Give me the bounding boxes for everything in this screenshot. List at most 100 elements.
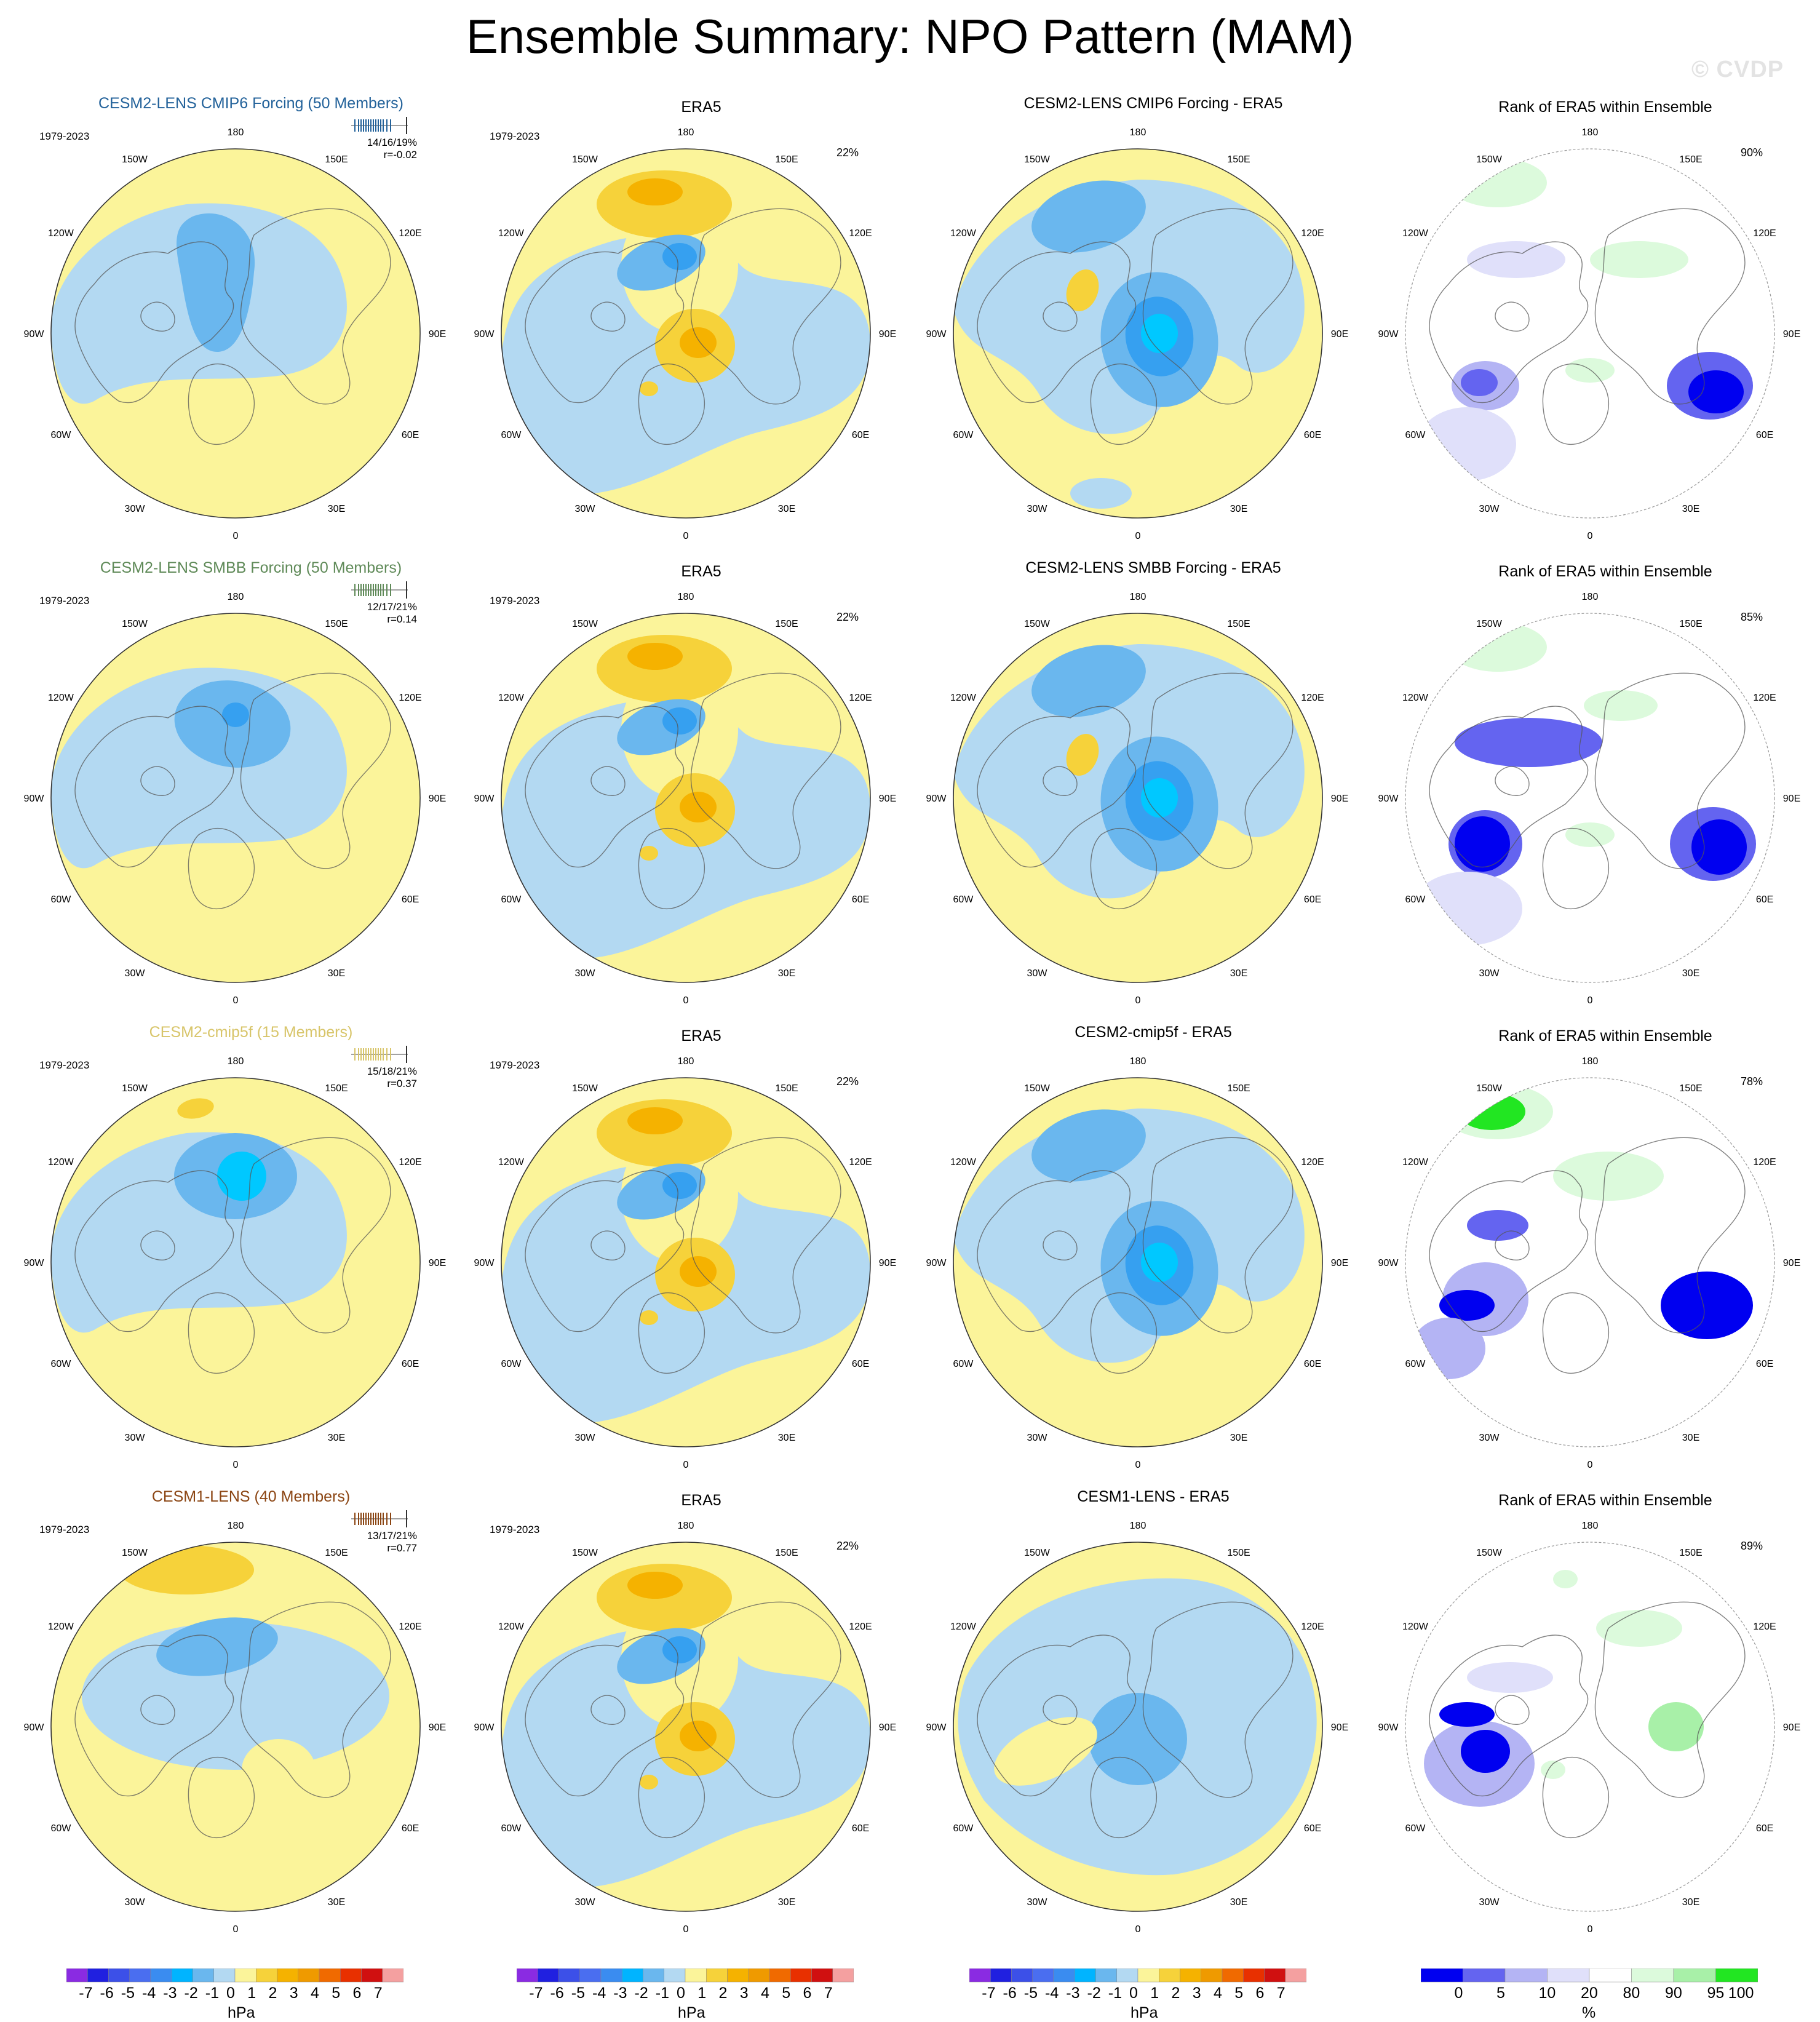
- coastline: [188, 363, 255, 445]
- colorbar-tick-label: 95: [1707, 1984, 1725, 2002]
- panel-model-row3: CESM2-cmip5f (15 Members) 180 150E 120E 90E 6…: [23, 1021, 479, 1486]
- colorbar-tick-label: -2: [1087, 1984, 1101, 2002]
- colorbar-swatch: [990, 1968, 1012, 1983]
- coastline: [1043, 301, 1078, 332]
- longitude-label: 60W: [501, 894, 522, 905]
- colorbar-hpa-3: -7 -6 -5 -4 -3 -2 -1 0 1 2 3 4 5 6 7 hPa: [969, 1968, 1306, 2021]
- colorbar-tick-label: 2: [1171, 1984, 1180, 2002]
- colorbar-swatch: [108, 1968, 130, 1983]
- rank-region: [1439, 1702, 1495, 1727]
- panel-rank-row3: Rank of ERA5 within Ensemble 180 150E 120E 9…: [1378, 1021, 1820, 1486]
- colorbar-unit: hPa: [678, 2004, 705, 2021]
- longitude-label: 180: [1582, 1056, 1599, 1067]
- high-pressure-center: [627, 1107, 683, 1134]
- coastline: [638, 827, 705, 909]
- coastline: [1495, 766, 1530, 796]
- colorbar-swatch: [969, 1968, 991, 1983]
- rank-panel-title: Rank of ERA5 within Ensemble: [1498, 98, 1712, 116]
- low-pressure-core: [1031, 180, 1146, 253]
- colorbar-tick-label: -3: [163, 1984, 177, 2002]
- colorbar-tick-label: 0: [226, 1984, 235, 2002]
- longitude-label: 120E: [399, 1622, 421, 1632]
- longitude-label: 60W: [50, 430, 71, 440]
- low-pressure-core: [177, 213, 255, 352]
- stats-percentiles: 12/17/21%: [367, 601, 417, 613]
- longitude-label: 30E: [1682, 504, 1699, 514]
- model-panel-title: CESM2-cmip5f (15 Members): [149, 1024, 353, 1041]
- high-pressure-center: [627, 643, 683, 670]
- longitude-label: 150W: [1476, 619, 1503, 629]
- longitude-label: 180: [1130, 127, 1146, 138]
- coastline: [690, 1137, 841, 1334]
- obs-panel-title: ERA5: [681, 1027, 721, 1045]
- rank-region: [1565, 822, 1615, 847]
- longitude-label: 150W: [1024, 1083, 1051, 1094]
- longitude-label: 120E: [849, 693, 872, 703]
- polar-map: 180 150E 120E 90E 60E 30E 0 30W 60W 90W 120W 150W: [24, 1056, 447, 1470]
- panel-diff-row3: CESM2-cmip5f - ERA5 180 150E 120E 90E 60E 30E 0…: [926, 1021, 1381, 1486]
- longitude-label: 0: [1135, 531, 1141, 541]
- polar-map: 180 150E 120E 90E 60E 30E 0 30W 60W 90W 120W 150W: [24, 127, 447, 541]
- longitude-label: 0: [1588, 995, 1593, 1006]
- colorbar-swatch: [66, 1968, 88, 1983]
- period-label: 1979-2023: [39, 1524, 90, 1535]
- polar-map: 180 150E 120E 90E 60E 30E 0 30W 60W 90W 120W 150W: [1378, 592, 1801, 1006]
- high-pressure-spot: [640, 1310, 658, 1325]
- rank-region: [1688, 370, 1744, 413]
- ensemble-spread-icon: [351, 1510, 408, 1527]
- longitude-label: 60W: [50, 894, 71, 905]
- colorbar-swatch: [1589, 1968, 1632, 1983]
- rank-region: [1596, 1610, 1682, 1647]
- longitude-label: 60W: [953, 430, 974, 440]
- colorbar-swatch: [538, 1968, 559, 1983]
- longitude-label: 180: [678, 592, 694, 602]
- coastline: [525, 241, 685, 404]
- rank-region: [1553, 1152, 1664, 1201]
- stats-percentiles: 14/16/19%: [367, 137, 417, 148]
- variance-percent: 22%: [836, 146, 859, 159]
- panel-obs-row2: ERA5 180 150E 120E 90E 60E 30E 0 30W 60W 90W 120W 15…: [474, 557, 929, 1021]
- panel-diff-row2: CESM2-LENS SMBB Forcing - ERA5 180 150E 120…: [926, 557, 1381, 1021]
- longitude-label: 30E: [1682, 968, 1699, 979]
- colorbar-swatch: [1631, 1968, 1674, 1983]
- panel-rank-row4: Rank of ERA5 within Ensemble 180 150E 120E 9…: [1378, 1486, 1820, 1950]
- colorbar-rank: 0 5 10 20 80 90 95 100%: [1421, 1968, 1758, 2021]
- longitude-label: 0: [1588, 1924, 1593, 1935]
- colorbar-tick-label: 1: [1150, 1984, 1159, 2002]
- colorbar-tick-label: 20: [1581, 1984, 1598, 2002]
- colorbar-tick-label: 0: [677, 1984, 685, 2002]
- rank-region: [1448, 158, 1547, 207]
- longitude-label: 60E: [1756, 1359, 1773, 1369]
- diff-panel-title: CESM2-LENS SMBB Forcing - ERA5: [1025, 559, 1281, 576]
- rank-region: [1412, 1318, 1485, 1379]
- map-boundary: [1405, 148, 1775, 519]
- longitude-label: 120E: [1753, 693, 1776, 703]
- colorbar-swatch: [1075, 1968, 1096, 1983]
- colorbar-tick-label: 5: [782, 1984, 791, 2002]
- low-pressure-spot: [1070, 478, 1132, 509]
- low-pressure-core: [1031, 645, 1146, 717]
- colorbar-swatch: [1159, 1968, 1180, 1983]
- colorbar-hpa-2: -7 -6 -5 -4 -3 -2 -1 0 1 2 3 4 5 6 7 hPa: [517, 1968, 854, 2021]
- coastline: [638, 1756, 705, 1838]
- longitude-label: 120E: [399, 693, 421, 703]
- cvdp-watermark: © CVDP: [1691, 57, 1784, 82]
- colorbar-tick-label: 5: [1234, 1984, 1244, 2002]
- coastline: [690, 672, 841, 869]
- colorbar-swatch: [685, 1968, 707, 1983]
- map-boundary: [50, 148, 421, 519]
- rank-region: [1412, 872, 1522, 945]
- obs-panel-title: ERA5: [681, 1492, 721, 1509]
- colorbar-swatch: [277, 1968, 298, 1983]
- colorbar-tick-label: -2: [634, 1984, 648, 2002]
- longitude-label: 150W: [1024, 154, 1051, 165]
- colorbar-tick-label: 6: [352, 1984, 362, 2002]
- rank-region: [1448, 623, 1547, 672]
- polar-map: 180 150E 120E 90E 60E 30E 0 30W 60W 90W 120W 150W: [1378, 127, 1801, 541]
- colorbar-tick-label: 3: [739, 1984, 749, 2002]
- coastline: [188, 1756, 255, 1838]
- longitude-label: 150E: [1227, 154, 1250, 165]
- longitude-label: 120W: [950, 1157, 977, 1168]
- model-panel-title: CESM1-LENS (40 Members): [151, 1488, 351, 1505]
